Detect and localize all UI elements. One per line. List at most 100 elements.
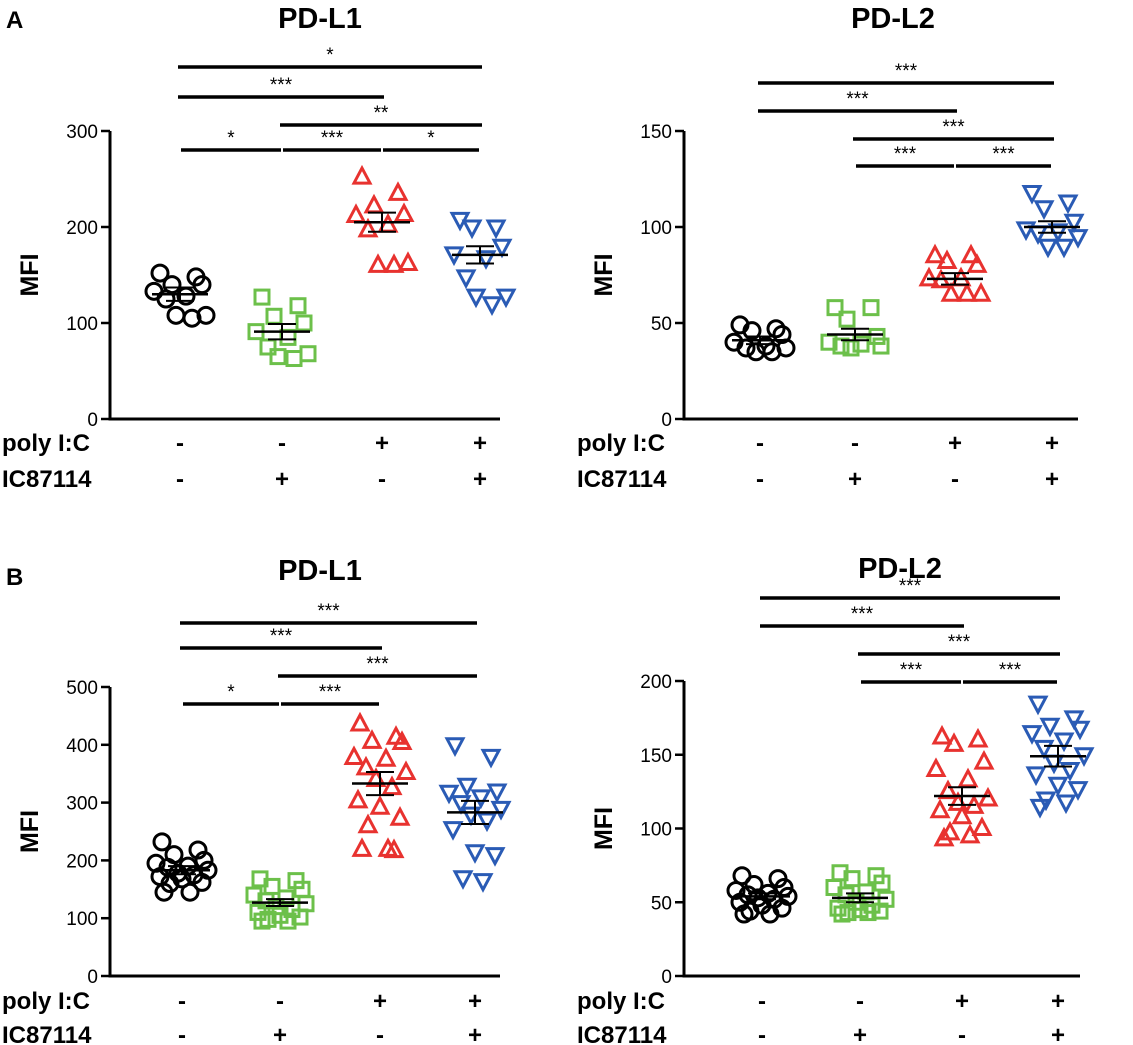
- data-point-c2-g0-p3: [194, 850, 214, 870]
- y-tick-label-1-0: 0: [661, 410, 672, 431]
- data-point-c1-g3-p3: [1063, 213, 1085, 234]
- data-point-c0-g2-p4: [345, 203, 367, 223]
- data-point-c3-g2-p11: [951, 804, 973, 825]
- data-point-c0-g2-p7: [397, 251, 419, 271]
- data-point-c0-g1-p9: [285, 350, 303, 368]
- data-point-c2-g2-p6: [355, 755, 377, 776]
- data-point-c3-g3-p5: [1053, 732, 1075, 753]
- y-tick-label-1-2: 100: [640, 218, 672, 239]
- sig-label-3-2: ***: [948, 632, 971, 653]
- data-point-c0-g2-p3: [393, 202, 415, 223]
- data-point-c1-g1-p3: [868, 327, 886, 345]
- data-point-c2-g2-p0: [349, 711, 371, 732]
- y-tick-label-1-1: 50: [651, 314, 672, 335]
- condition-sign-0-0-2: +: [375, 430, 389, 457]
- data-point-c3-g3-p9: [1059, 762, 1081, 782]
- condition-sign-2-0-2: +: [373, 988, 387, 1015]
- condition-label-1-0: poly I:C: [577, 430, 665, 457]
- data-point-c1-g3-p2: [1033, 200, 1055, 220]
- data-point-c0-g3-p6: [455, 269, 477, 290]
- data-point-c2-g3-p4: [438, 784, 460, 805]
- sig-label-2-3: *: [227, 682, 235, 703]
- condition-sign-2-0-1: -: [276, 988, 284, 1015]
- data-point-c1-g1-p0: [826, 299, 844, 317]
- data-point-c0-g2-p8: [367, 253, 389, 273]
- sig-label-1-0: ***: [895, 61, 918, 82]
- data-point-c2-g0-p14: [180, 882, 200, 902]
- data-point-c0-g1-p8: [269, 348, 287, 366]
- data-point-c0-g3-p3: [491, 238, 513, 259]
- chart-title-2: PD-L1: [278, 555, 362, 587]
- condition-label-2-1: IC87114: [2, 1022, 92, 1045]
- y-tick-label-0-3: 300: [66, 122, 98, 143]
- condition-sign-2-0-0: -: [178, 988, 186, 1015]
- data-point-c3-g2-p10: [929, 798, 951, 819]
- sig-label-2-2: ***: [366, 654, 389, 675]
- sig-label-0-5: *: [427, 128, 435, 149]
- data-point-c2-g0-p12: [192, 872, 212, 892]
- y-axis-label-1: MFI: [590, 253, 618, 296]
- data-point-c2-g3-p8: [460, 806, 482, 827]
- data-point-c0-g1-p2: [265, 307, 283, 325]
- condition-sign-3-0-3: +: [1051, 988, 1065, 1015]
- condition-sign-2-1-3: +: [468, 1022, 482, 1045]
- data-point-c1-g2-p3: [966, 253, 988, 273]
- data-point-c3-g2-p7: [977, 786, 999, 807]
- data-point-c0-g0-p9: [182, 308, 202, 328]
- sig-label-3-3: ***: [900, 660, 923, 681]
- data-point-c2-g2-p2: [361, 729, 383, 749]
- data-point-c1-g2-p9: [956, 282, 978, 302]
- data-point-c3-g1-p12: [871, 902, 889, 920]
- data-point-c3-g0-p14: [760, 904, 780, 924]
- data-point-c0-g3-p7: [495, 288, 517, 309]
- sig-label-0-2: **: [374, 103, 389, 124]
- condition-sign-1-0-3: +: [1045, 430, 1059, 457]
- data-point-c0-g0-p0: [150, 263, 170, 283]
- data-point-c0-g2-p6: [357, 217, 379, 238]
- data-point-c1-g1-p1: [862, 299, 880, 317]
- y-tick-label-0-2: 200: [66, 218, 98, 239]
- data-point-c3-g2-p4: [925, 757, 947, 777]
- data-point-c3-g0-p4: [726, 880, 746, 900]
- data-point-c1-g3-p7: [1067, 229, 1089, 249]
- sig-label-0-3: *: [227, 128, 235, 149]
- data-point-c3-g1-p3: [873, 874, 891, 892]
- data-point-c3-g2-p6: [937, 779, 959, 800]
- data-point-c1-g2-p0: [924, 243, 946, 264]
- condition-sign-2-1-0: -: [178, 1022, 186, 1045]
- data-point-c3-g1-p14: [859, 904, 877, 922]
- data-point-c2-g2-p11: [369, 795, 391, 815]
- data-point-c1-g0-p5: [756, 336, 776, 356]
- sig-label-2-4: ***: [319, 682, 342, 703]
- data-point-c1-g2-p7: [970, 282, 992, 302]
- data-point-c2-g3-p7: [490, 800, 512, 821]
- sig-label-1-1: ***: [846, 89, 869, 110]
- data-point-c2-g3-p0: [444, 737, 466, 757]
- condition-sign-3-1-2: -: [958, 1022, 966, 1045]
- data-point-c3-g2-p2: [943, 732, 965, 752]
- data-point-c1-g2-p4: [918, 266, 940, 287]
- condition-sign-0-1-3: +: [473, 466, 487, 493]
- condition-sign-1-1-1: +: [848, 466, 862, 493]
- data-point-c2-g3-p5: [470, 789, 492, 810]
- data-point-c2-g3-p10: [442, 821, 464, 841]
- data-point-c2-g3-p11: [464, 844, 486, 864]
- sig-label-0-4: ***: [321, 128, 344, 149]
- data-point-c0-g3-p9: [481, 296, 503, 316]
- data-point-c2-g2-p3: [391, 730, 413, 750]
- data-point-c2-g3-p9: [476, 812, 498, 833]
- data-point-c1-g3-p9: [1053, 238, 1075, 259]
- data-point-c0-g3-p2: [461, 219, 483, 240]
- condition-sign-3-1-1: +: [853, 1022, 867, 1045]
- data-point-c3-g3-p2: [1039, 717, 1061, 738]
- y-tick-label-2-4: 400: [66, 736, 98, 757]
- data-point-c2-g1-p12: [291, 908, 309, 926]
- data-point-c1-g1-p5: [852, 335, 870, 353]
- condition-label-3-0: poly I:C: [577, 988, 665, 1015]
- data-point-c2-g1-p15: [253, 912, 271, 930]
- data-point-c3-g2-p0: [931, 724, 953, 745]
- sig-label-0-1: ***: [270, 75, 293, 96]
- data-point-c2-g2-p12: [389, 806, 411, 826]
- sig-label-1-2: ***: [942, 117, 965, 138]
- data-point-c0-g3-p5: [475, 250, 497, 270]
